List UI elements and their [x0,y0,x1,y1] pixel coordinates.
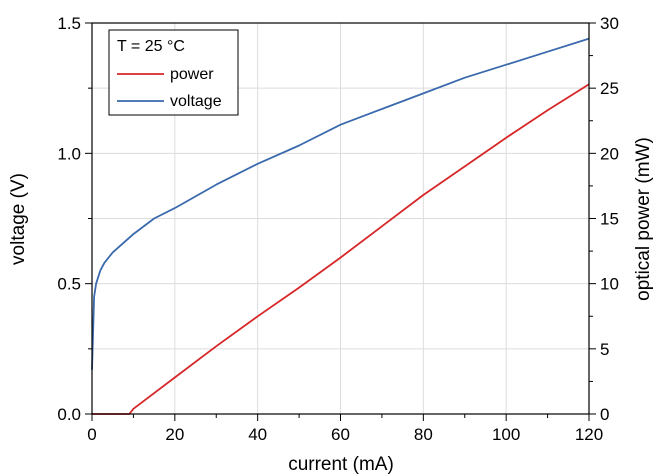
y2-tick-label: 10 [600,275,619,294]
series-lines [91,37,590,415]
legend: T = 25 °C power voltage [108,29,239,116]
x-axis-title: current (mA) [288,454,394,475]
legend-label-voltage: voltage [170,93,222,110]
y2-tick-label: 30 [600,14,619,33]
y2-tick-label: 20 [600,144,619,163]
y2-axis-title: optical power (mW) [633,137,654,301]
x-tick-label: 0 [87,425,96,444]
series-line-power [92,83,590,415]
x-tick-label: 60 [331,425,350,444]
x-tick-label: 80 [414,425,433,444]
x-tick-label: 40 [248,425,267,444]
axes: 0 20 40 60 80 100 120 0.0 0.5 1.0 1.5 0 5 10 15 20 25 30 [57,14,619,444]
y2-tick-label: 15 [600,210,619,229]
series-line-voltage [91,37,590,370]
y-tick-label: 0.0 [57,405,81,424]
y2-tick-label: 25 [600,79,619,98]
x-tick-label: 20 [165,425,184,444]
y-axis-title: voltage (V) [8,173,29,265]
x-tick-label: 100 [492,425,520,444]
y-tick-label: 1.0 [57,144,81,163]
y2-tick-label: 5 [600,340,609,359]
y2-tick-label: 0 [600,405,609,424]
legend-label-power: power [170,66,214,83]
x-tick-label: 120 [575,425,603,444]
y-tick-label: 1.5 [57,14,81,33]
legend-title: T = 25 °C [117,38,185,55]
y-tick-label: 0.5 [57,275,81,294]
